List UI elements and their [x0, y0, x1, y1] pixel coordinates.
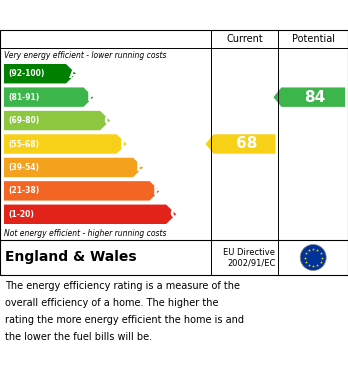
- Polygon shape: [4, 158, 143, 177]
- Text: rating the more energy efficient the home is and: rating the more energy efficient the hom…: [5, 315, 244, 325]
- Polygon shape: [4, 88, 94, 107]
- Text: Energy Efficiency Rating: Energy Efficiency Rating: [69, 7, 279, 23]
- Text: E: E: [136, 160, 145, 174]
- Polygon shape: [4, 181, 160, 201]
- Text: C: C: [103, 113, 113, 127]
- Text: 68: 68: [236, 136, 257, 151]
- Text: D: D: [120, 137, 131, 151]
- Text: G: G: [169, 207, 181, 221]
- Text: (81-91): (81-91): [8, 93, 39, 102]
- Polygon shape: [274, 88, 345, 107]
- Text: EU Directive
2002/91/EC: EU Directive 2002/91/EC: [223, 248, 275, 267]
- Text: overall efficiency of a home. The higher the: overall efficiency of a home. The higher…: [5, 298, 219, 308]
- Polygon shape: [206, 134, 275, 154]
- Circle shape: [300, 244, 326, 271]
- Text: the lower the fuel bills will be.: the lower the fuel bills will be.: [5, 332, 152, 342]
- Text: (21-38): (21-38): [8, 187, 39, 196]
- Text: (92-100): (92-100): [8, 69, 45, 78]
- Text: Not energy efficient - higher running costs: Not energy efficient - higher running co…: [4, 228, 166, 237]
- Text: (1-20): (1-20): [8, 210, 34, 219]
- Polygon shape: [4, 111, 110, 130]
- Text: (39-54): (39-54): [8, 163, 39, 172]
- Polygon shape: [4, 134, 127, 154]
- Polygon shape: [4, 64, 76, 83]
- Text: The energy efficiency rating is a measure of the: The energy efficiency rating is a measur…: [5, 281, 240, 291]
- Text: Very energy efficient - lower running costs: Very energy efficient - lower running co…: [4, 50, 166, 59]
- Text: (55-68): (55-68): [8, 140, 39, 149]
- Text: Current: Current: [226, 34, 263, 44]
- Text: (69-80): (69-80): [8, 116, 39, 125]
- Text: F: F: [153, 184, 162, 198]
- Text: A: A: [69, 67, 80, 81]
- Text: 84: 84: [304, 90, 326, 105]
- Polygon shape: [4, 204, 176, 224]
- Text: England & Wales: England & Wales: [5, 251, 137, 264]
- Text: B: B: [87, 90, 97, 104]
- Text: Potential: Potential: [292, 34, 335, 44]
